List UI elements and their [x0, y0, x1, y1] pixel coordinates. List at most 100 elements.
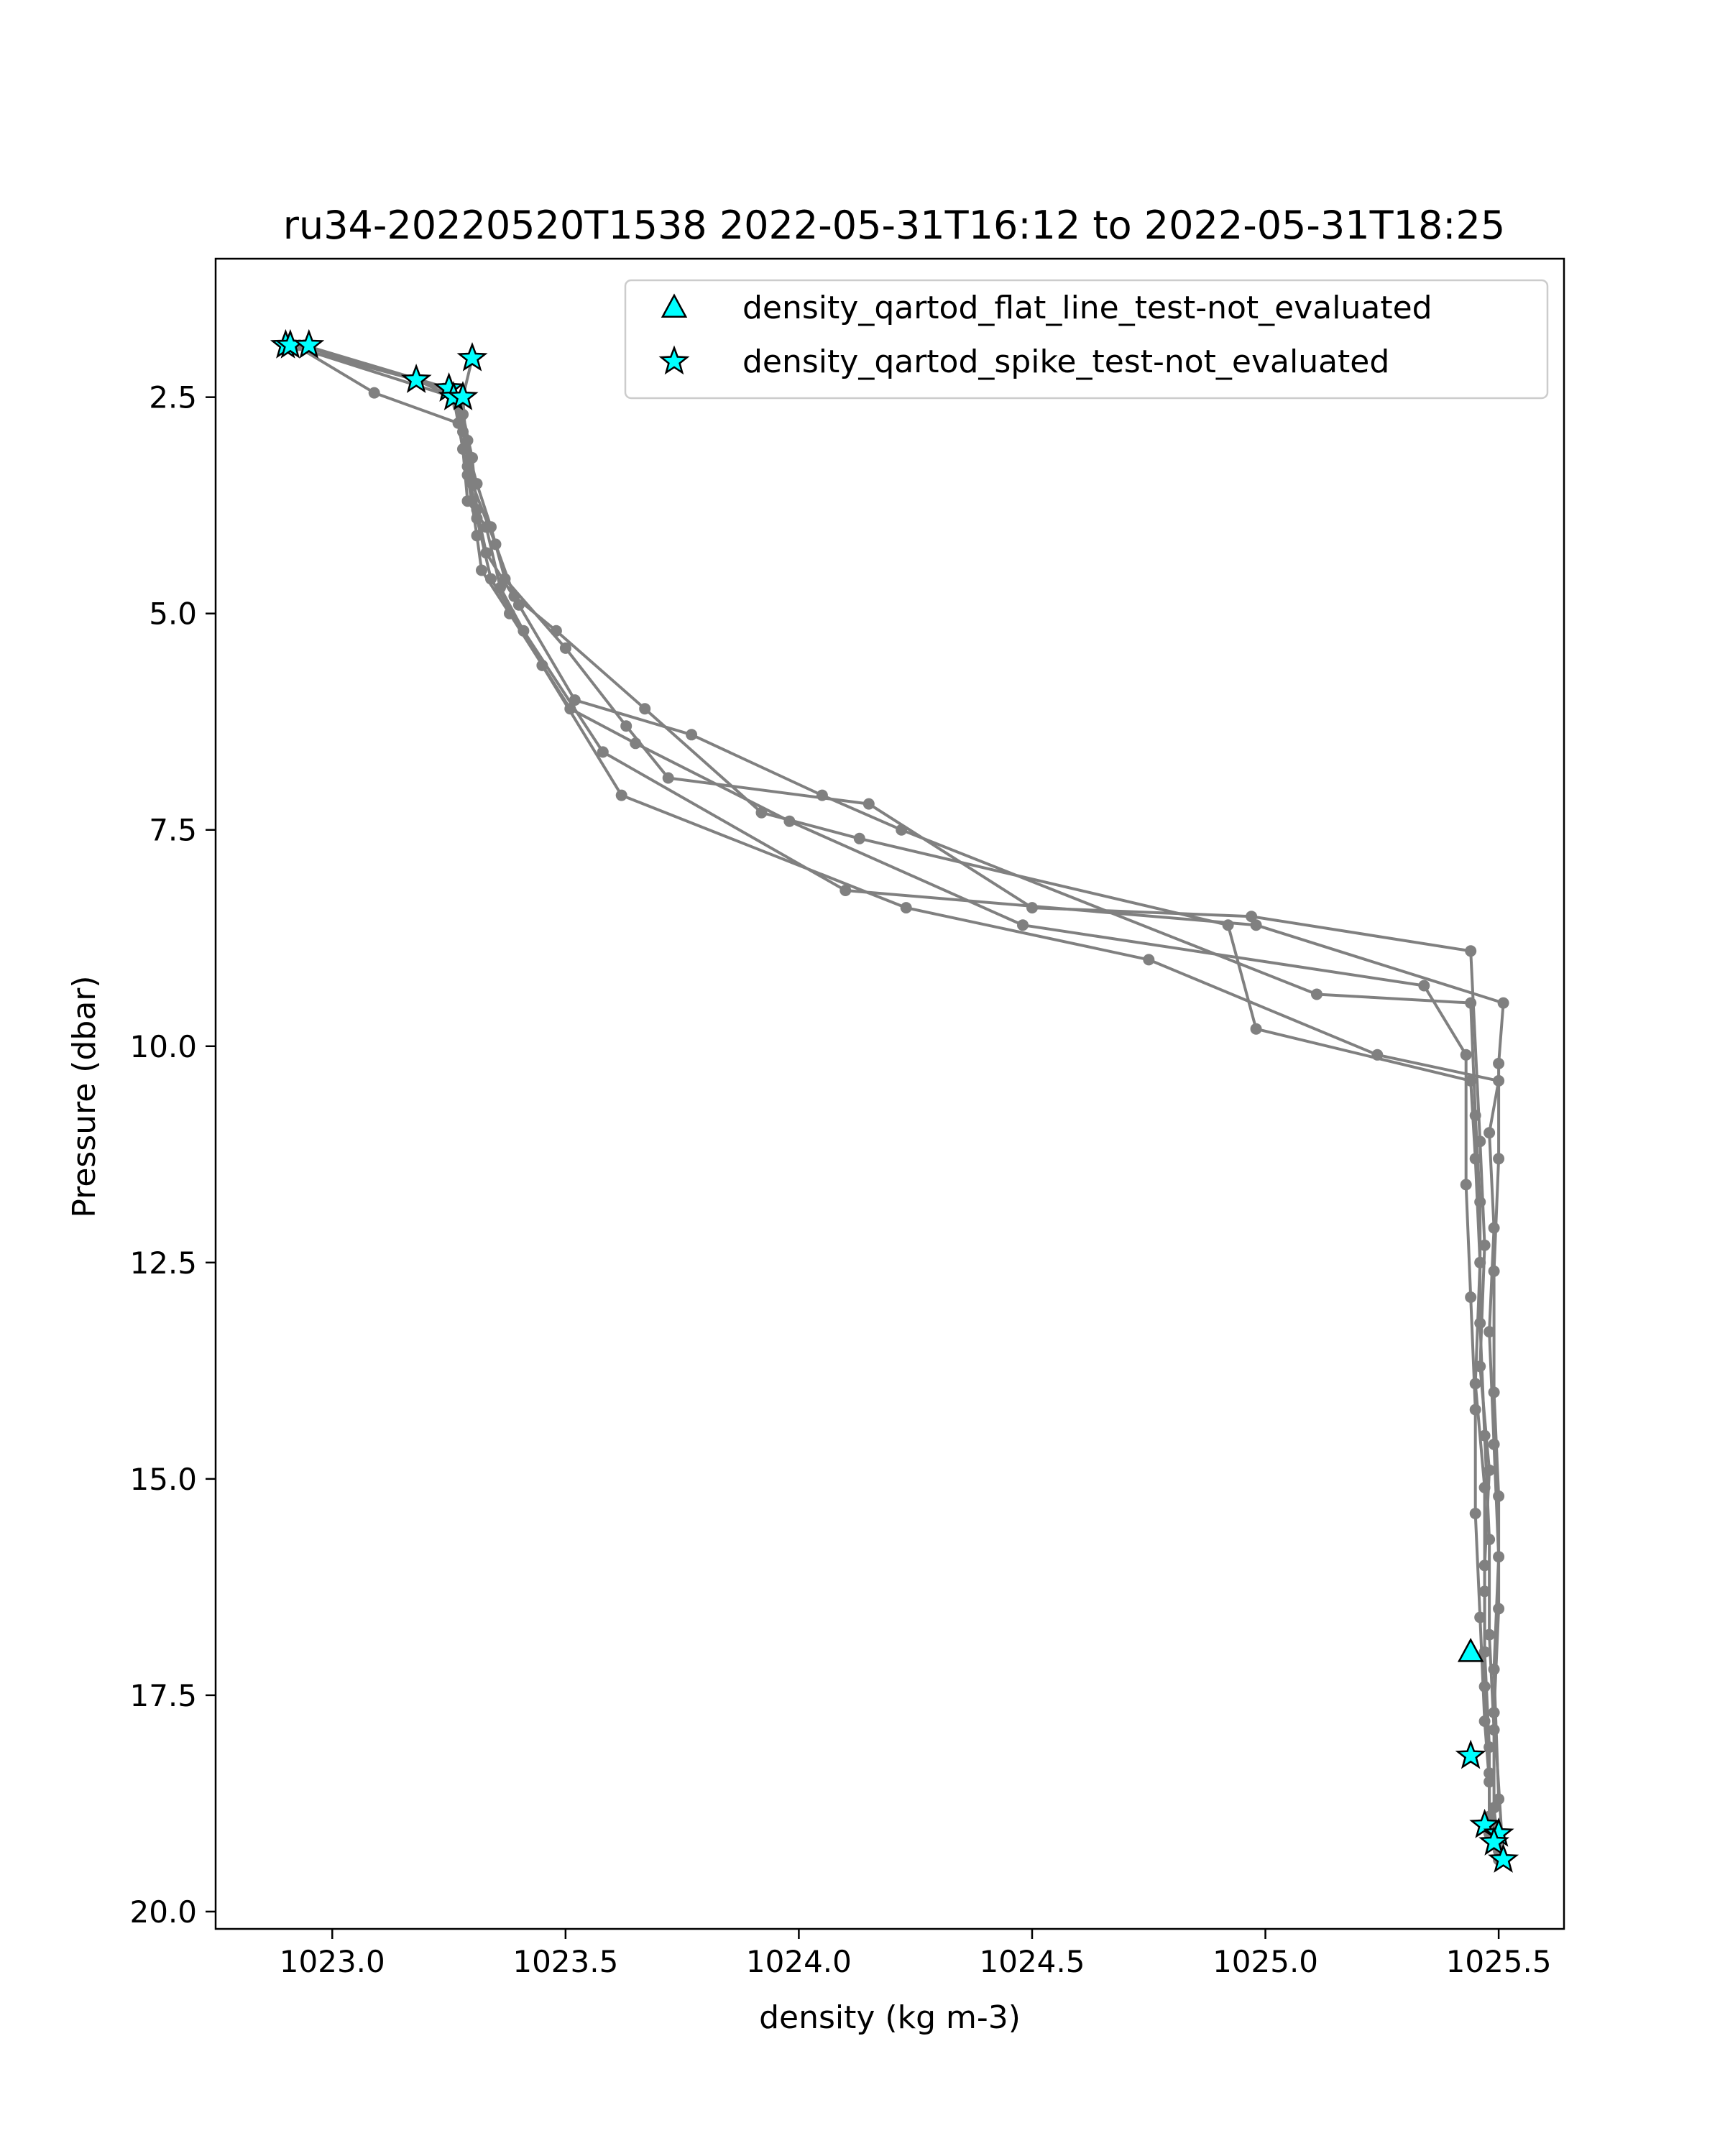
profile-point: [1465, 997, 1477, 1009]
profile-point: [1478, 1680, 1491, 1692]
spike-test-star-marker: [293, 328, 325, 359]
profile-point: [1488, 1386, 1500, 1399]
legend-box: [624, 279, 1549, 400]
profile-line-5: [461, 358, 1505, 1860]
profile-point: [485, 573, 497, 585]
profile-point: [1474, 1360, 1486, 1373]
legend-star-icon: [658, 345, 690, 375]
x-axis: 1023.0 1023.5 1024.0 1024.5 1025.0 1025.5: [280, 1929, 1552, 1979]
profile-point: [1493, 1153, 1505, 1165]
profile-points: [280, 339, 1509, 1866]
profile-point: [564, 703, 576, 715]
y-axis-label: Pressure (dbar): [66, 975, 103, 1217]
profile-point: [471, 530, 483, 542]
profile-point: [840, 885, 852, 896]
plot-area: [270, 328, 1519, 1873]
profile-point: [1478, 1560, 1491, 1572]
profile-point: [1488, 1802, 1500, 1814]
x-tick-label: 1024.5: [980, 1944, 1085, 1979]
profile-point: [1478, 1481, 1491, 1493]
profile-point: [1017, 919, 1029, 931]
profile-point: [518, 625, 530, 637]
y-tick-label: 7.5: [149, 813, 197, 848]
profile-point: [1484, 1741, 1496, 1754]
legend-triangle-icon: [661, 293, 688, 318]
profile-point: [494, 581, 506, 594]
profile-point: [461, 461, 474, 472]
profile-point: [480, 547, 492, 559]
y-tick-label: 10.0: [129, 1029, 197, 1064]
spike-test-star-marker: [400, 364, 432, 393]
profile-point: [1250, 1023, 1262, 1035]
profile-point: [1484, 1767, 1496, 1779]
profile-point: [686, 729, 698, 741]
profile-point: [457, 425, 469, 438]
profile-point: [1484, 1464, 1496, 1476]
profile-point: [1460, 1179, 1472, 1191]
legend: density_qartod_flat_line_test-not_evalua…: [624, 279, 1549, 400]
profile-point: [504, 607, 515, 619]
profile-point: [1250, 919, 1262, 931]
spike-test-star-marker: [1469, 1808, 1501, 1838]
profile-point: [1488, 1222, 1500, 1234]
profile-point: [1478, 1585, 1491, 1598]
profile-point: [1484, 1326, 1496, 1338]
profile-point: [550, 625, 562, 637]
spike-test-star-marker: [456, 341, 488, 372]
y-tick-label: 17.5: [129, 1678, 197, 1713]
profile-lines: [285, 344, 1505, 1861]
profile-point: [597, 746, 609, 758]
chart-title: ru34-20220520T1538 2022-05-31T16:12 to 2…: [283, 203, 1505, 248]
profile-point: [783, 815, 796, 827]
profile-point: [1493, 1603, 1505, 1615]
profile-point: [1484, 1776, 1496, 1788]
profile-point: [1497, 997, 1509, 1009]
profile-point: [461, 469, 474, 481]
profile-point: [662, 772, 674, 784]
profile-point: [630, 737, 642, 750]
profile-point: [1478, 1646, 1491, 1658]
profile-point: [1484, 1534, 1496, 1546]
profile-point: [1478, 1429, 1491, 1442]
profile-point: [1465, 1074, 1477, 1087]
profile-point: [1469, 1153, 1481, 1165]
profile-point: [489, 538, 502, 550]
profile-point: [1488, 1707, 1500, 1718]
profile-point: [1465, 1291, 1477, 1303]
profile-point: [1474, 1256, 1486, 1268]
profile-point: [466, 478, 478, 490]
profile-point: [1493, 1490, 1505, 1502]
profile-point: [466, 452, 478, 464]
flat-line-test-triangle-marker: [1457, 1638, 1484, 1662]
profile-point: [569, 694, 581, 706]
profile-point: [1222, 919, 1234, 931]
x-tick-label: 1025.5: [1446, 1944, 1552, 1979]
profile-point: [1469, 1508, 1481, 1519]
axes-frame: [214, 257, 1565, 1930]
profile-point: [1474, 1611, 1486, 1623]
profile-point: [471, 504, 483, 516]
profile-point: [452, 417, 464, 429]
profile-point: [1488, 1663, 1500, 1675]
profile-point: [755, 806, 768, 819]
y-tick-label: 12.5: [129, 1245, 197, 1281]
profile-point: [1469, 1404, 1481, 1416]
profile-point: [480, 521, 492, 533]
profile-line-4: [294, 344, 1500, 1861]
y-tick-label: 20.0: [129, 1894, 197, 1930]
profile-point: [1371, 1049, 1384, 1061]
profile-point: [1478, 1715, 1491, 1727]
profile-point: [1488, 1724, 1500, 1736]
profile-point: [476, 564, 487, 576]
y-axis: 2.5 5.0 7.5 10.0 12.5 15.0 17.5 20.0: [129, 380, 216, 1930]
profile-point: [853, 832, 865, 844]
profile-point: [471, 512, 483, 525]
flag-markers: [270, 328, 1519, 1873]
profile-point: [896, 824, 908, 836]
x-axis-label: density (kg m-3): [759, 1999, 1021, 2036]
legend-label-flat-line: density_qartod_flat_line_test-not_evalua…: [742, 290, 1432, 326]
profile-point: [862, 798, 875, 810]
profile-point: [1143, 954, 1155, 966]
x-tick-label: 1023.5: [512, 1944, 618, 1979]
profile-point: [1465, 945, 1477, 957]
